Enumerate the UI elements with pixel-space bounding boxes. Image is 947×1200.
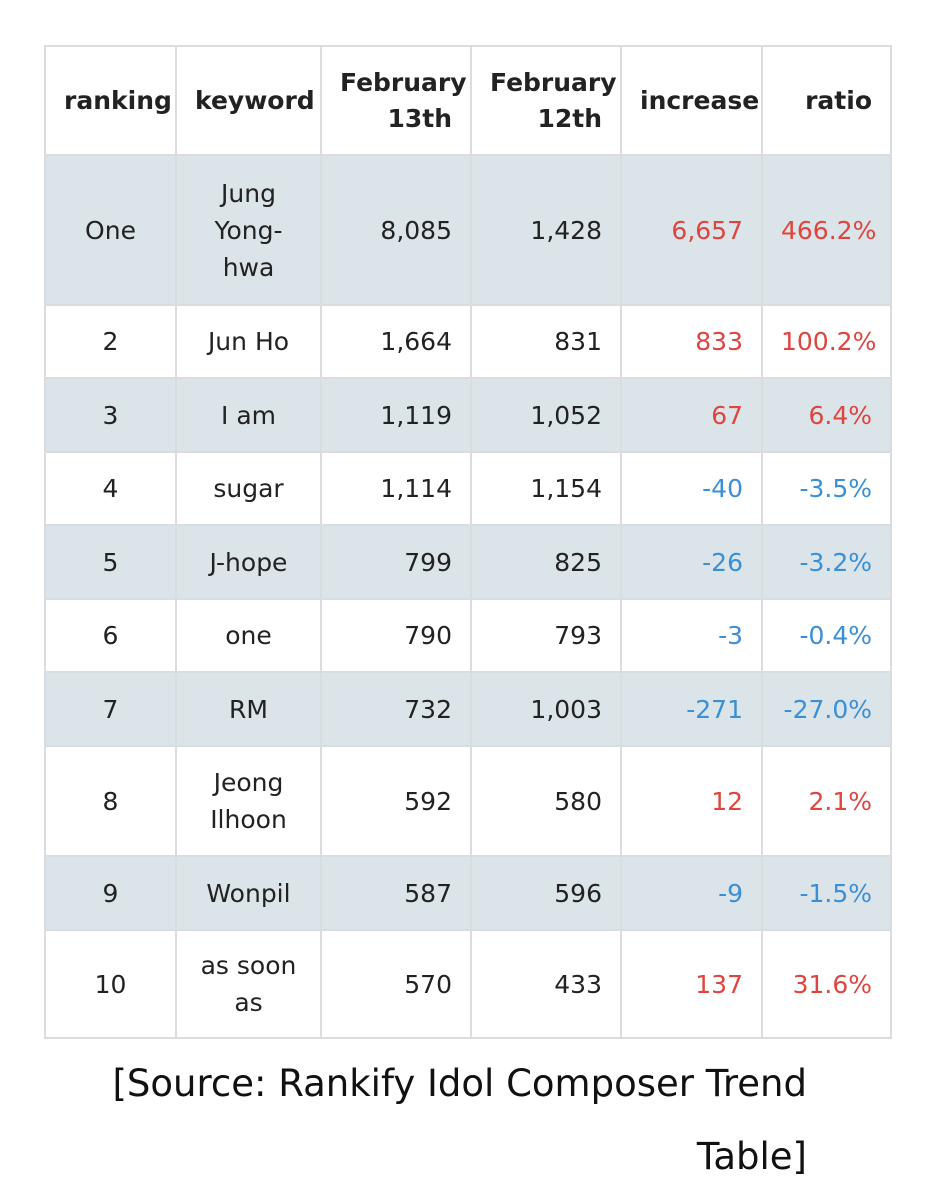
rank-cell: 2 xyxy=(44,304,177,379)
rank-cell: 5 xyxy=(44,524,177,600)
increase-cell: -40 xyxy=(620,451,763,526)
keyword-line2: Ilhoon xyxy=(210,805,287,834)
feb13-cell: 592 xyxy=(320,745,472,857)
ratio-cell: -0.4% xyxy=(761,598,892,673)
ratio-cell: 6.4% xyxy=(761,377,892,453)
keyword-line3: hwa xyxy=(222,252,275,282)
feb13-cell: 799 xyxy=(320,524,472,600)
ratio-cell: -27.0% xyxy=(761,671,892,747)
rank-cell: 9 xyxy=(44,855,177,931)
header-ranking: ranking xyxy=(44,45,177,156)
ratio-cell: -3.2% xyxy=(761,524,892,600)
keyword-line1: Jeong xyxy=(213,768,284,797)
header-feb12: February 12th xyxy=(470,45,622,156)
ratio-cell: -1.5% xyxy=(761,855,892,931)
keyword-cell: RM xyxy=(175,671,322,747)
feb13-cell: 732 xyxy=(320,671,472,747)
keyword-cell: Jun Ho xyxy=(175,304,322,379)
header-keyword: keyword xyxy=(175,45,322,156)
feb13-cell: 570 xyxy=(320,929,472,1039)
feb12-cell: 1,154 xyxy=(470,451,622,526)
table-row: 5 J-hope 799 825 -26 -3.2% xyxy=(44,524,892,600)
source-caption-line1: [Source: Rankify Idol Composer Trend xyxy=(112,1062,808,1105)
increase-cell: -26 xyxy=(620,524,763,600)
table-row: 10 as soon as 570 433 137 31.6% xyxy=(44,929,892,1039)
keyword-cell: Wonpil xyxy=(175,855,322,931)
ratio-cell: 2.1% xyxy=(761,745,892,857)
rank-cell: 10 xyxy=(44,929,177,1039)
table-row: One Jung Yong-hwa 8,085 1,428 6,657 466.2… xyxy=(44,154,892,306)
increase-cell: 137 xyxy=(620,929,763,1039)
increase-cell: 833 xyxy=(620,304,763,379)
table-row: 7 RM 732 1,003 -271 -27.0% xyxy=(44,671,892,747)
increase-cell: 12 xyxy=(620,745,763,857)
keyword-line2: as xyxy=(234,988,263,1017)
feb13-cell: 1,119 xyxy=(320,377,472,453)
feb13-cell: 587 xyxy=(320,855,472,931)
ratio-cell: 466.2% xyxy=(761,154,892,306)
table-row: 2 Jun Ho 1,664 831 833 100.2% xyxy=(44,304,892,379)
ratio-cell: -3.5% xyxy=(761,451,892,526)
header-increase: increase xyxy=(620,45,763,156)
increase-cell: -9 xyxy=(620,855,763,931)
table-row: 8 Jeong Ilhoon 592 580 12 2.1% xyxy=(44,745,892,857)
table-row: 9 Wonpil 587 596 -9 -1.5% xyxy=(44,855,892,931)
source-caption-line2: Table] xyxy=(696,1135,807,1178)
table-row: 3 I am 1,119 1,052 67 6.4% xyxy=(44,377,892,453)
feb13-cell: 8,085 xyxy=(320,154,472,306)
keyword-line1: as soon xyxy=(200,951,297,980)
feb12-cell: 433 xyxy=(470,929,622,1039)
feb12-cell: 1,052 xyxy=(470,377,622,453)
keyword-line2: Yong- xyxy=(214,215,283,245)
header-feb12-line2: 12th xyxy=(537,103,602,133)
rank-cell: 7 xyxy=(44,671,177,747)
keyword-cell: sugar xyxy=(175,451,322,526)
keyword-cell: J-hope xyxy=(175,524,322,600)
keyword-line1: Jung xyxy=(221,178,276,208)
increase-cell: -3 xyxy=(620,598,763,673)
header-feb13: February 13th xyxy=(320,45,472,156)
table-header-row: ranking keyword February 13th February 1… xyxy=(44,45,892,156)
rank-cell: 6 xyxy=(44,598,177,673)
keyword-cell: as soon as xyxy=(175,929,322,1039)
feb12-cell: 793 xyxy=(470,598,622,673)
increase-cell: -271 xyxy=(620,671,763,747)
feb12-cell: 580 xyxy=(470,745,622,857)
increase-cell: 6,657 xyxy=(620,154,763,306)
keyword-cell: I am xyxy=(175,377,322,453)
trend-table: ranking keyword February 13th February 1… xyxy=(44,45,892,1039)
feb12-cell: 1,428 xyxy=(470,154,622,306)
feb13-cell: 1,114 xyxy=(320,451,472,526)
rank-cell: 4 xyxy=(44,451,177,526)
rank-cell: One xyxy=(44,154,177,306)
header-feb12-line1: February xyxy=(490,67,617,97)
table-body: One Jung Yong-hwa 8,085 1,428 6,657 466.2… xyxy=(44,154,892,1039)
feb12-cell: 825 xyxy=(470,524,622,600)
rank-cell: 8 xyxy=(44,745,177,857)
feb12-cell: 1,003 xyxy=(470,671,622,747)
header-feb13-line2: 13th xyxy=(387,103,452,133)
increase-cell: 67 xyxy=(620,377,763,453)
feb13-cell: 790 xyxy=(320,598,472,673)
feb12-cell: 596 xyxy=(470,855,622,931)
rank-cell: 3 xyxy=(44,377,177,453)
ratio-cell: 100.2% xyxy=(761,304,892,379)
header-feb13-line1: February xyxy=(340,67,467,97)
feb12-cell: 831 xyxy=(470,304,622,379)
ratio-cell: 31.6% xyxy=(761,929,892,1039)
header-ratio: ratio xyxy=(761,45,892,156)
feb13-cell: 1,664 xyxy=(320,304,472,379)
table-row: 6 one 790 793 -3 -0.4% xyxy=(44,598,892,673)
table-row: 4 sugar 1,114 1,154 -40 -3.5% xyxy=(44,451,892,526)
keyword-cell: Jeong Ilhoon xyxy=(175,745,322,857)
keyword-cell: one xyxy=(175,598,322,673)
keyword-cell: Jung Yong-hwa xyxy=(175,154,322,306)
